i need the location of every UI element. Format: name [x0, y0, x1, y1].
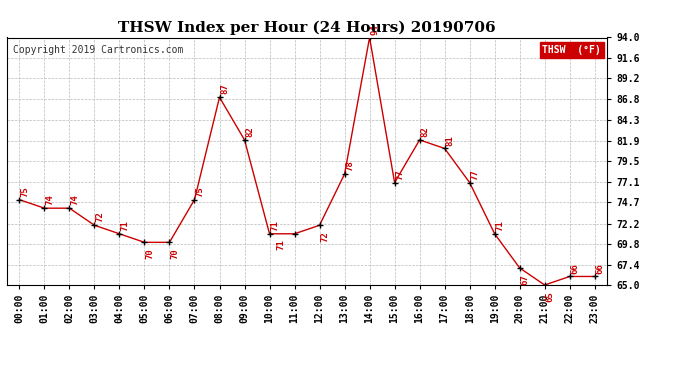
Text: 71: 71	[495, 220, 504, 231]
Text: 82: 82	[421, 126, 430, 137]
Text: 71: 71	[276, 240, 285, 250]
Text: 74: 74	[70, 195, 79, 206]
Title: THSW Index per Hour (24 Hours) 20190706: THSW Index per Hour (24 Hours) 20190706	[118, 21, 496, 35]
Text: 75: 75	[21, 186, 30, 197]
Text: 70: 70	[146, 248, 155, 259]
Text: Copyright 2019 Cartronics.com: Copyright 2019 Cartronics.com	[13, 45, 184, 55]
Text: 65: 65	[546, 291, 555, 302]
Text: 82: 82	[246, 126, 255, 137]
Text: 72: 72	[95, 212, 104, 222]
Text: 94: 94	[371, 24, 380, 35]
Text: 81: 81	[446, 135, 455, 146]
Text: 72: 72	[321, 231, 330, 242]
Text: 77: 77	[471, 169, 480, 180]
Text: 66: 66	[571, 263, 580, 274]
Text: 77: 77	[395, 169, 404, 180]
Text: 70: 70	[170, 248, 179, 259]
Text: 66: 66	[595, 263, 604, 274]
Text: 71: 71	[270, 220, 279, 231]
Text: 71: 71	[121, 220, 130, 231]
Text: THSW  (°F): THSW (°F)	[542, 45, 601, 55]
Text: 78: 78	[346, 160, 355, 171]
Text: 74: 74	[46, 195, 55, 206]
Text: 87: 87	[221, 84, 230, 94]
Text: 75: 75	[195, 186, 204, 197]
Text: 67: 67	[521, 274, 530, 285]
